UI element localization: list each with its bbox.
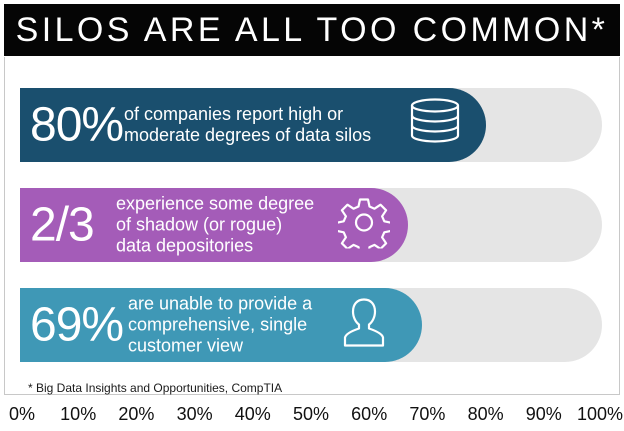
x-tick-label: 10% [60, 404, 97, 424]
stat-description: are unable to provide a comprehensive, s… [128, 294, 312, 357]
x-tick-label: 30% [176, 404, 213, 424]
stat-description: experience some degree of shadow (or rog… [116, 194, 314, 257]
description-line: comprehensive, single [128, 314, 308, 335]
bar-row-data-silos: 80% of companies report high or moderate… [20, 88, 602, 162]
bar-row-shadow-depositories: 2/3 experience some degree of shadow (or… [20, 188, 602, 262]
bar-fill-data-silos [20, 88, 486, 162]
description-line: customer view [128, 335, 244, 356]
x-tick-label: 0% [8, 404, 36, 424]
description-line: of shadow (or rogue) [116, 214, 283, 235]
chart-title: SILOS ARE ALL TOO COMMON* [15, 10, 609, 49]
x-tick-label: 90% [525, 404, 562, 424]
x-tick-label: 50% [292, 404, 330, 424]
description-line: moderate degrees of data silos [124, 125, 372, 145]
stat-value: 69% [30, 298, 124, 352]
x-tick-label: 100% [576, 404, 624, 424]
gear-icon [335, 197, 393, 256]
description-line: are unable to provide a [128, 293, 313, 314]
person-icon [342, 297, 386, 354]
x-tick-label: 70% [409, 404, 446, 424]
description-line: experience some degree [116, 193, 315, 214]
source-footnote: * Big Data Insights and Opportunities, C… [28, 381, 283, 395]
x-tick-label: 20% [118, 404, 155, 424]
description-line: of companies report high or [124, 104, 344, 124]
stat-description: of companies report high or moderate deg… [124, 104, 371, 146]
stat-value: 80% [30, 98, 124, 152]
x-tick-label: 80% [467, 404, 504, 424]
bar-row-customer-view: 69% are unable to provide a comprehensiv… [20, 288, 602, 362]
bar-fill-customer-view [20, 288, 422, 362]
title-band: SILOS ARE ALL TOO COMMON* [4, 4, 620, 56]
stat-value: 2/3 [30, 198, 95, 252]
description-line: data depositories [116, 235, 254, 256]
bar-fill-shadow-depositories [20, 188, 409, 262]
database-icon [408, 98, 462, 153]
x-tick-label: 40% [234, 404, 271, 424]
x-tick-label: 60% [351, 404, 388, 424]
x-axis: 0% 10% 20% 30% 40% 50% 60% 70% 80% 90% 100% [0, 404, 624, 428]
